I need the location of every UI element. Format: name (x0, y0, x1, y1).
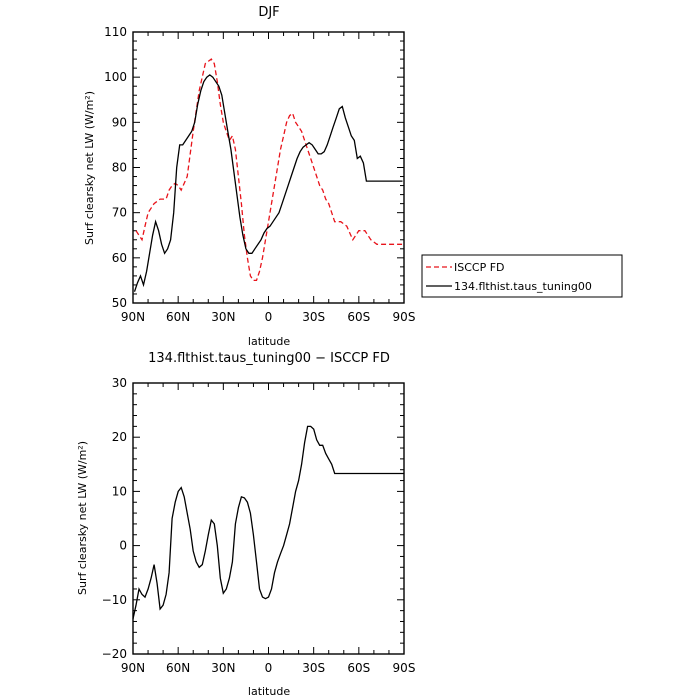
x-tick-label: 90N (121, 661, 145, 675)
y-tick-label: 20 (112, 430, 127, 444)
bottom-panel: 134.flthist.taus_tuning00 − ISCCP FD Sur… (76, 351, 415, 698)
y-tick-label: 0 (119, 539, 127, 553)
x-tick-label: 0 (265, 661, 273, 675)
series-line-0-0 (135, 58, 404, 282)
y-tick-label: −20 (102, 647, 127, 661)
top-panel-xlabel: latitude (248, 335, 290, 348)
y-tick-label: 50 (112, 296, 127, 310)
x-tick-label: 30N (211, 661, 235, 675)
x-tick-label: 90N (121, 310, 145, 324)
x-tick-label: 60N (166, 310, 190, 324)
bottom-panel-title: 134.flthist.taus_tuning00 − ISCCP FD (148, 351, 390, 366)
y-tick-label: −10 (102, 593, 127, 607)
x-tick-label: 30N (211, 310, 235, 324)
y-tick-label: 30 (112, 376, 127, 390)
y-tick-label: 60 (112, 251, 127, 265)
bottom-panel-ylabel: Surf clearsky net LW (W/m²) (76, 441, 89, 595)
top-panel-ylabel: Surf clearsky net LW (W/m²) (83, 91, 96, 245)
y-tick-label: 80 (112, 161, 127, 175)
y-tick-label: 90 (112, 115, 127, 129)
x-tick-label: 60S (347, 310, 370, 324)
x-tick-label: 90S (393, 661, 416, 675)
legend-box (421, 254, 623, 298)
legend-label-model: 134.flthist.taus_tuning00 (454, 280, 592, 293)
x-tick-label: 60S (347, 661, 370, 675)
series-line-1-0 (132, 425, 404, 619)
y-tick-label: 110 (104, 25, 127, 39)
x-tick-label: 30S (302, 310, 325, 324)
bottom-panel-xlabel: latitude (248, 685, 290, 698)
x-tick-label: 0 (265, 310, 273, 324)
top-panel: DJF Surf clearsky net LW (W/m²) latitude… (83, 5, 415, 348)
top-panel-title: DJF (258, 5, 279, 20)
x-tick-label: 30S (302, 661, 325, 675)
y-tick-label: 100 (104, 70, 127, 84)
legend: ISCCP FD 134.flthist.taus_tuning00 (421, 254, 623, 298)
legend-label-isccp: ISCCP FD (454, 261, 505, 274)
top-panel-frame (132, 31, 405, 304)
bottom-panel-frame (132, 382, 405, 655)
x-tick-label: 90S (393, 310, 416, 324)
y-tick-label: 70 (112, 206, 127, 220)
x-tick-label: 60N (166, 661, 190, 675)
y-tick-label: 10 (112, 484, 127, 498)
series-line-0-1 (133, 74, 403, 292)
